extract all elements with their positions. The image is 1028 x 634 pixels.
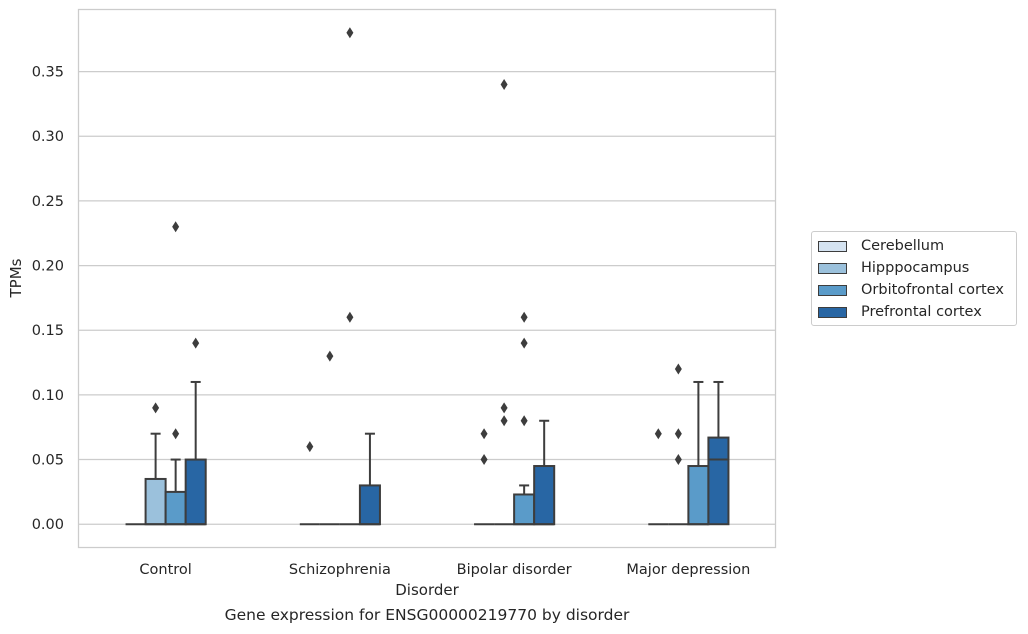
- outlier-point: [346, 27, 354, 39]
- box: [358, 484, 381, 526]
- legend-label: Prefrontal cortex: [861, 304, 982, 320]
- outlier-point: [152, 402, 160, 414]
- legend-item: Orbitofrontal cortex: [818, 281, 1004, 299]
- plot-area-frame: [77, 8, 777, 549]
- outlier-point: [654, 428, 662, 440]
- outlier-point: [306, 441, 314, 453]
- box: [184, 458, 207, 526]
- box: [164, 490, 187, 526]
- legend-label: Cerebellum: [861, 238, 945, 254]
- legend-swatch: [818, 240, 847, 252]
- outlier-point: [172, 221, 180, 233]
- y-tick-label: 0.30: [32, 129, 64, 145]
- legend-swatch: [818, 306, 847, 318]
- legend-label: Orbitofrontal cortex: [861, 282, 1004, 298]
- legend: Cerebellum Hipppocampus Orbitofrontal co…: [811, 231, 1017, 326]
- outlier-point: [520, 311, 528, 323]
- outlier-point: [346, 311, 354, 323]
- outlier-point: [172, 428, 180, 440]
- y-tick-label: 0.25: [32, 194, 64, 210]
- y-tick-label: 0.35: [32, 65, 64, 81]
- outlier-point: [674, 454, 682, 466]
- outlier-point: [500, 402, 508, 414]
- x-tick-label: Bipolar disorder: [457, 562, 572, 578]
- y-tick-label: 0.20: [32, 259, 64, 275]
- box: [707, 436, 730, 526]
- y-gridlines: [78, 70, 776, 525]
- legend-swatch: [818, 262, 847, 274]
- outlier-point: [520, 415, 528, 427]
- y-tick-label: 0.15: [32, 323, 64, 339]
- outlier-point: [326, 350, 334, 362]
- outlier-point: [500, 79, 508, 91]
- figure-caption: Gene expression for ENSG00000219770 by d…: [224, 606, 630, 624]
- outlier-point: [192, 337, 200, 349]
- legend-item: Prefrontal cortex: [818, 303, 982, 321]
- outlier-point: [520, 337, 528, 349]
- outlier-point: [674, 363, 682, 375]
- x-tick-label: Major depression: [626, 562, 750, 578]
- y-tick-label: 0.00: [32, 517, 64, 533]
- legend-swatch: [818, 284, 847, 296]
- outlier-point: [500, 415, 508, 427]
- legend-item: Hipppocampus: [818, 259, 969, 277]
- x-tick-labels: Control Schizophrenia Bipolar disorder Majo…: [139, 562, 750, 578]
- outlier-point: [480, 454, 488, 466]
- box: [144, 477, 167, 526]
- y-axis-label: TPMs: [7, 258, 25, 298]
- y-tick-label: 0.10: [32, 388, 64, 404]
- x-tick-label: Schizophrenia: [289, 562, 391, 578]
- x-axis-label: Disorder: [395, 581, 459, 599]
- legend-item: Cerebellum: [818, 237, 944, 255]
- outlier-point: [674, 428, 682, 440]
- y-tick-labels: 0.00 0.05 0.10 0.15 0.20 0.25 0.30 0.35: [32, 65, 64, 534]
- y-tick-label: 0.05: [32, 453, 64, 469]
- x-tick-label: Control: [139, 562, 191, 578]
- outlier-point: [480, 428, 488, 440]
- box: [533, 465, 556, 526]
- legend-label: Hipppocampus: [861, 260, 970, 276]
- box-series: [125, 27, 730, 526]
- box: [687, 465, 710, 526]
- box: [513, 493, 536, 526]
